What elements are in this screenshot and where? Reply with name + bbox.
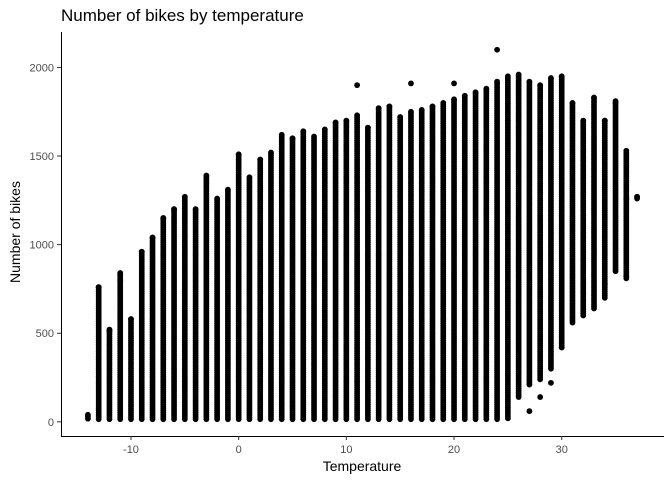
data-point (332, 119, 339, 126)
data-point (408, 108, 414, 115)
data-point (397, 114, 404, 120)
data-point (515, 71, 522, 78)
data-point (451, 96, 457, 103)
data-point (85, 411, 91, 418)
data-point (311, 133, 317, 140)
data-point (128, 316, 134, 322)
data-point (494, 78, 500, 85)
data-point (246, 174, 253, 181)
data-point (343, 117, 350, 124)
data-point (192, 206, 199, 213)
data-point (278, 131, 285, 138)
data-point (300, 128, 307, 135)
data-point (461, 92, 468, 99)
chart-title: Number of bikes by temperature (61, 6, 304, 25)
data-point (321, 126, 328, 133)
data-point (203, 172, 210, 179)
data-point (354, 112, 361, 119)
data-point (225, 186, 231, 193)
data-point (257, 156, 264, 163)
data-point (214, 195, 221, 202)
data-point (375, 105, 382, 112)
points-layer (85, 46, 640, 423)
data-point (364, 124, 371, 131)
data-point (483, 85, 490, 92)
data-point (504, 73, 511, 80)
data-point (289, 135, 296, 142)
data-point (472, 89, 479, 96)
data-point (235, 151, 242, 158)
data-point (386, 103, 393, 110)
data-point (181, 193, 188, 200)
data-point (429, 103, 436, 110)
data-point (418, 107, 425, 113)
data-point (440, 99, 447, 106)
data-point (268, 149, 274, 156)
